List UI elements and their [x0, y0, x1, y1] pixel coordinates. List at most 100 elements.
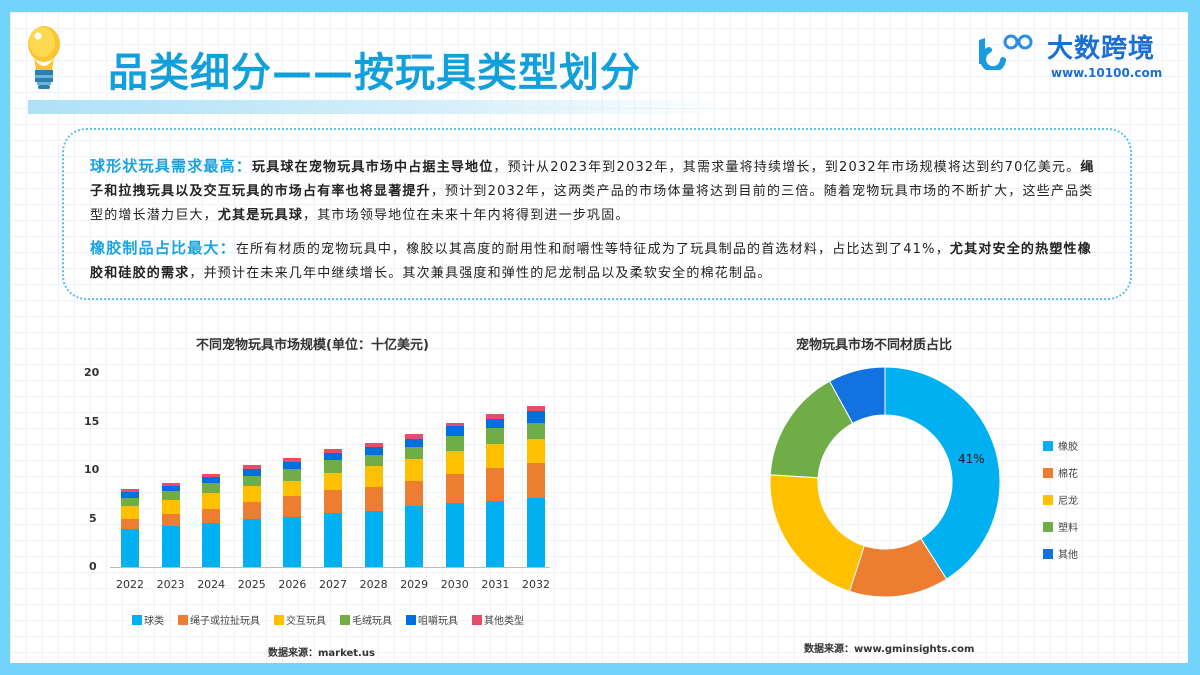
- brand-logo: 大数跨境 www.10100.com: [975, 28, 1175, 84]
- bar-segment: [242, 475, 261, 486]
- bar-segment: [161, 526, 180, 567]
- donut-chart-source: 数据来源：www.gminsights.com: [804, 644, 975, 655]
- legend-label: 其他类型: [484, 616, 524, 627]
- x-tick-label: 2022: [116, 578, 144, 591]
- legend-swatch: [132, 614, 142, 625]
- donut-slice-其他: [828, 367, 886, 424]
- bar-segment: [324, 472, 342, 491]
- legend-swatch: [1043, 521, 1053, 532]
- bar-chart-source: 数据来源：market.us: [268, 648, 375, 659]
- bar-segment: [283, 469, 302, 481]
- donut-chart-title: 宠物玩具市场不同材质占比: [796, 338, 953, 353]
- bar-segment: [405, 434, 424, 439]
- bar-segment: [202, 476, 221, 483]
- x-tick-label: 2028: [359, 578, 388, 591]
- bar-chart-legend: 球类 绳子或拉扯玩具 交互玩具 毛绒玩具 咀嚼玩具 其他类型: [132, 612, 524, 627]
- legend-swatch: [1043, 440, 1053, 451]
- legend-item: 其他: [1043, 546, 1078, 561]
- legend-item: 交互玩具: [274, 612, 326, 627]
- bar-segment: [283, 516, 302, 567]
- bar-segment: [527, 410, 545, 423]
- legend-swatch: [340, 614, 350, 625]
- legend-swatch: [178, 614, 188, 625]
- bar-segment: [202, 482, 221, 494]
- bar-segment: [161, 485, 180, 492]
- legend-item: 球类: [132, 612, 164, 627]
- legend-item: 咀嚼玩具: [406, 612, 458, 627]
- bar-stack-2029: [405, 434, 424, 567]
- x-axis: [110, 567, 550, 568]
- x-tick-label: 2024: [197, 578, 226, 591]
- bar-segment: [445, 450, 464, 474]
- bold-text: 玩具球在宠物玩具市场中占据主导地位: [252, 160, 494, 175]
- bar-stack-2025: [242, 465, 261, 567]
- x-tick-label: 2030: [440, 578, 469, 591]
- bar-stack-2023: [161, 482, 180, 567]
- legend-label: 其他: [1058, 550, 1078, 561]
- bar-segment: [161, 513, 180, 527]
- bar-stack-2028: [364, 442, 383, 567]
- donut-slice-橡胶: [884, 367, 1000, 580]
- bar-segment: [324, 512, 342, 567]
- bar-segment: [445, 502, 464, 567]
- body-text: ，并预计在未来几年中继续增长。其次兼具强度和弹性的尼龙制品以及柔软安全的棉花制品…: [189, 266, 772, 281]
- bar-segment: [364, 466, 383, 487]
- page-title: 品类细分——按玩具类型划分: [108, 50, 641, 96]
- bar-segment: [121, 529, 139, 567]
- body-text: 在所有材质的宠物玩具中，橡胶以其高度的耐用性和耐嚼性等特征成为了玩具制品的首选材…: [235, 242, 950, 257]
- bar-segment: [364, 442, 383, 447]
- brand-name: 大数跨境: [1047, 34, 1156, 64]
- bar-segment: [202, 473, 221, 477]
- bar-segment: [364, 446, 383, 455]
- x-tick-label: 2031: [481, 578, 510, 591]
- y-tick-label: 0: [89, 560, 97, 573]
- body-text: ，预计从2023年到2032年，其需求量将持续增长，到2032年市场规模将达到约…: [493, 160, 1081, 175]
- lightbulb-icon: [28, 26, 60, 89]
- bar-segment: [364, 454, 383, 467]
- bar-segment: [364, 486, 383, 511]
- y-tick-label: 15: [84, 414, 100, 428]
- title-underline: [28, 100, 728, 114]
- bar-segment: [283, 462, 302, 470]
- donut-slice-label: 41%: [958, 452, 985, 466]
- legend-item: 塑料: [1043, 519, 1078, 534]
- bar-chart-title: 不同宠物玩具市场规模(单位：十亿美元): [196, 338, 429, 353]
- legend-item: 绳子或拉扯玩具: [178, 612, 260, 627]
- paragraph-heading: 球形状玩具需求最高：: [90, 157, 253, 175]
- bar-segment: [527, 438, 545, 464]
- legend-label: 棉花: [1058, 469, 1078, 480]
- bar-segment: [121, 518, 139, 530]
- x-tick-label: 2026: [278, 578, 307, 591]
- bar-segment: [202, 508, 221, 524]
- bar-segment: [161, 500, 180, 514]
- bar-segment: [242, 469, 261, 476]
- bold-text: 绳子和拉拽玩具以及交互玩具的市场占有率也将显著提升: [90, 160, 1095, 199]
- legend-label: 塑料: [1058, 523, 1078, 534]
- y-tick-label: 10: [84, 463, 100, 476]
- legend-label: 尼龙: [1058, 496, 1078, 507]
- bar-stack-2027: [324, 448, 342, 567]
- bar-segment: [242, 465, 261, 470]
- bar-segment: [445, 422, 464, 427]
- bar-segment: [405, 446, 424, 460]
- legend-label: 交互玩具: [286, 616, 326, 627]
- donut-slice-尼龙: [770, 474, 865, 593]
- bar-segment: [527, 406, 545, 411]
- bar-segment: [283, 480, 302, 497]
- brand-url: www.10100.com: [1051, 66, 1163, 80]
- legend-swatch: [406, 614, 416, 625]
- x-tick-label: 2023: [156, 578, 185, 591]
- body-text: ，预计到2032年，这两类产品的市场体量将达到目前的三倍。随着宠物玩具市场的不断…: [90, 184, 1094, 223]
- legend-swatch: [1043, 548, 1053, 559]
- legend-label: 球类: [144, 616, 164, 627]
- summary-paragraph-1: 球形状玩具需求最高：玩具球在宠物玩具市场中占据主导地位，预计从2023年到203…: [90, 154, 1104, 228]
- bar-segment: [121, 492, 139, 499]
- bar-segment: [486, 413, 505, 419]
- legend-swatch: [1043, 467, 1053, 478]
- body-text: ，其市场领导地位在未来十年内将得到进一步巩固。: [303, 208, 630, 223]
- bar-segment: [283, 496, 302, 517]
- legend-item: 棉花: [1043, 465, 1078, 480]
- bar-segment: [527, 498, 545, 567]
- bar-segment: [202, 493, 221, 509]
- bar-segment: [445, 436, 464, 451]
